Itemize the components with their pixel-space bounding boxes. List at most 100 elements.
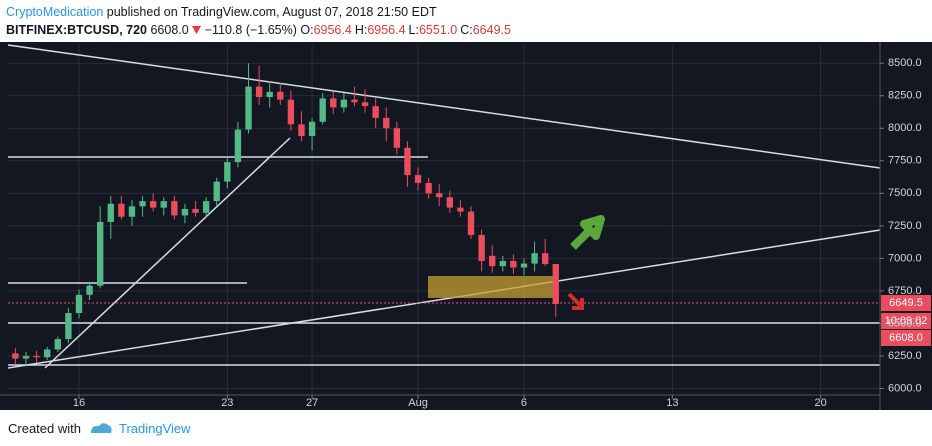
candle-body <box>224 162 231 182</box>
candles <box>12 63 559 367</box>
candle-body <box>213 181 220 202</box>
logo <box>90 423 112 433</box>
candle-body <box>54 339 61 350</box>
x-tick-label: 16 <box>73 397 85 409</box>
candle-body <box>86 285 93 295</box>
price-tag-box <box>881 313 931 329</box>
candle-body <box>436 193 443 198</box>
candle-body <box>192 208 199 213</box>
ohlc-key: C: <box>460 23 473 37</box>
trendline <box>7 44 881 169</box>
candle-body <box>489 255 496 267</box>
price: 6608.0 <box>150 23 189 37</box>
candle-body <box>107 203 114 222</box>
y-tick-label: 7750.0 <box>888 155 922 167</box>
ohlc-key: O: <box>300 23 314 37</box>
candle-body <box>308 121 316 137</box>
y-tick-label: 7250.0 <box>888 220 922 232</box>
candle-body <box>446 197 454 208</box>
footer-text: Created with <box>8 420 81 436</box>
candle-body <box>330 98 337 108</box>
y-tick-label: 6250.0 <box>888 350 922 362</box>
candle-body <box>181 208 189 216</box>
ohlc-value: 6956.4 <box>313 23 352 37</box>
ohlc-value: 6551.0 <box>418 23 458 37</box>
price-tag-box <box>881 295 931 311</box>
candle-body <box>287 99 295 125</box>
y-tick-label: 8500.0 <box>888 57 922 69</box>
x-tick-label: 27 <box>306 397 318 409</box>
candle-body <box>457 207 464 212</box>
candle-body <box>383 117 390 129</box>
y-tick-label: 7500.0 <box>888 187 922 199</box>
candle-body <box>467 211 475 235</box>
candle-body <box>149 201 157 208</box>
ohlc-value: 6956.4 <box>367 23 406 37</box>
footer-brand[interactable]: TradingView <box>118 420 191 436</box>
candle-body <box>22 355 30 359</box>
candle-body <box>319 98 326 122</box>
candle-body <box>340 99 348 108</box>
ohlc-key: L: <box>408 23 419 37</box>
price-tags: 6649.5 10:09:02 6608.0 <box>881 295 931 346</box>
symbol-line: BITFINEX:BTCUSD, 720 6608.0 −110.8 (−1.6… <box>6 21 926 39</box>
x-tick-label: 6 <box>521 397 527 409</box>
price-tag: 6649.5 <box>889 297 923 309</box>
price-tag: 6608.0 <box>889 332 923 344</box>
candle-body <box>171 201 178 216</box>
header-line: CryptoMedication published on TradingVie… <box>6 3 926 21</box>
published: published on TradingView.com, August 07,… <box>106 5 437 19</box>
candle-body <box>478 234 485 261</box>
candle-body <box>552 264 559 304</box>
candle-body <box>202 201 210 213</box>
x-tick-label: 13 <box>666 397 678 409</box>
drawings <box>7 44 881 369</box>
candle-body <box>234 129 242 163</box>
author[interactable]: CryptoMedication <box>6 5 104 19</box>
trendline <box>7 229 881 369</box>
x-tick-label: 23 <box>221 397 233 409</box>
candle-body <box>414 175 422 183</box>
candle-body <box>510 260 517 268</box>
candle-body <box>499 260 506 267</box>
candle-body <box>12 353 19 359</box>
header: CryptoMedication published on TradingVie… <box>0 0 932 42</box>
candle-body <box>393 128 401 148</box>
candle-body <box>139 201 146 207</box>
candle-body <box>255 86 263 98</box>
candle-body <box>128 206 136 217</box>
y-tick-label: 6500.0 <box>888 317 922 329</box>
candle-body <box>298 124 305 137</box>
candle-body <box>404 147 411 176</box>
change: −110.8 (−1.65%) <box>204 23 297 37</box>
y-tick-label: 6000.0 <box>888 382 922 394</box>
price-tag: 10:09:02 <box>885 315 928 327</box>
candle-body <box>65 313 72 340</box>
zone <box>428 276 556 298</box>
candle-body <box>425 182 432 194</box>
candle-body <box>351 99 358 103</box>
down-icon <box>192 26 202 34</box>
candle-body <box>531 253 538 264</box>
x-tick-label: 20 <box>815 397 827 409</box>
footer: Created with TradingView <box>0 410 932 446</box>
price-tag-box <box>881 330 931 346</box>
trendline <box>44 137 291 369</box>
ohlc-key: H: <box>354 23 368 37</box>
ohlc: O:6956.4 H:6956.4 L:6551.0 C:6649.5 <box>300 23 514 37</box>
y-tick-label: 7000.0 <box>888 252 922 264</box>
candle-body <box>75 294 83 314</box>
candle-body <box>361 102 369 107</box>
candle-body <box>33 355 40 358</box>
x-tick-label: Aug <box>408 397 428 409</box>
candle-body <box>245 86 252 130</box>
candle-body <box>542 253 549 265</box>
candle-body <box>44 349 51 358</box>
y-tick-label: 6750.0 <box>888 285 922 297</box>
candle-body <box>277 91 284 100</box>
y-tick-label: 8000.0 <box>888 122 922 134</box>
candle-body <box>160 201 167 208</box>
candle-body <box>520 263 528 268</box>
